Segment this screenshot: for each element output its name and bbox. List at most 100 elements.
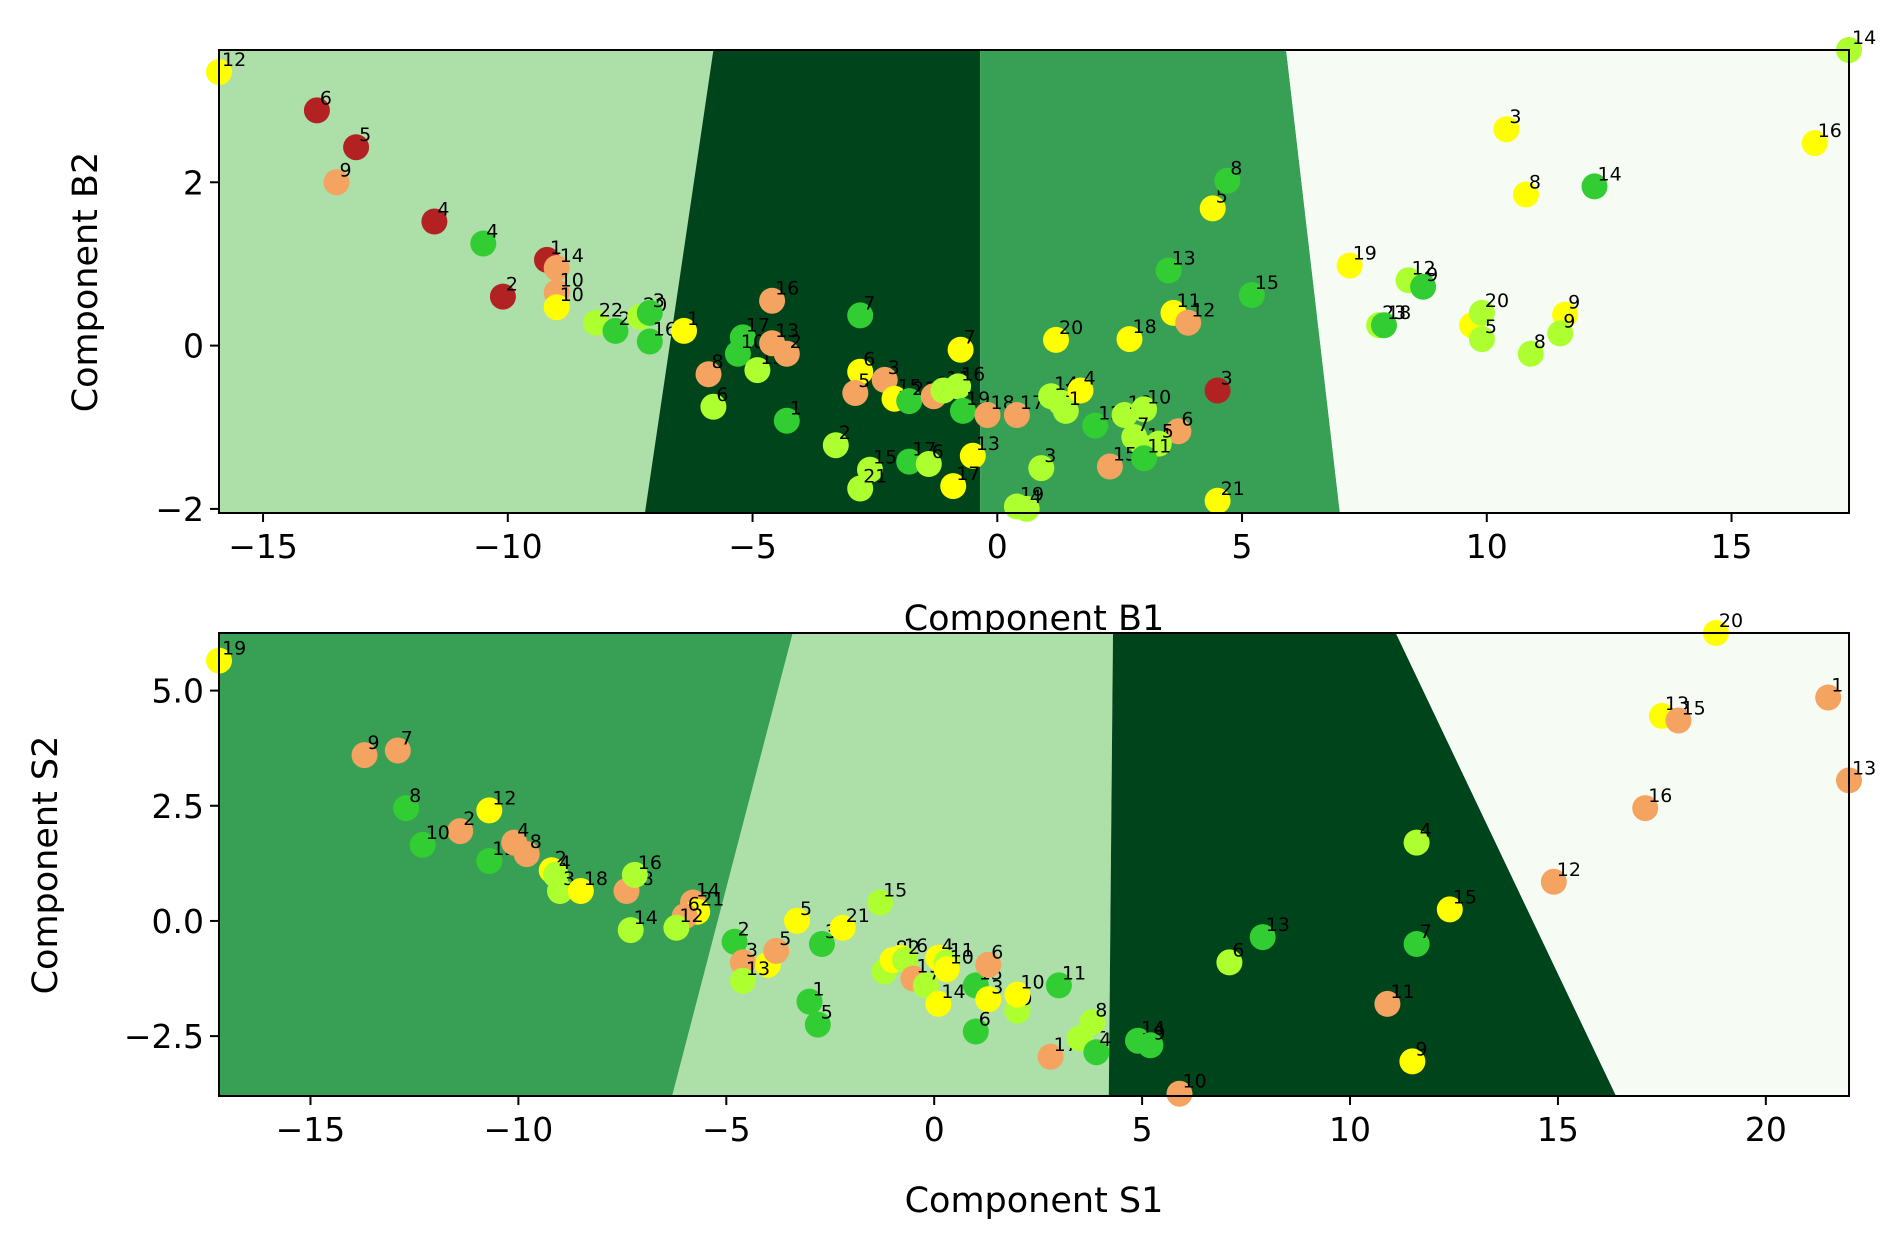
top-point-label-57: 6 (1181, 408, 1193, 430)
top-point-label-11: 22 (599, 300, 623, 322)
top-point-5 (470, 230, 497, 257)
top-point-label-61: 15 (1113, 444, 1137, 466)
bottom-point-label-24: 13 (746, 958, 770, 980)
top-point-48 (915, 451, 942, 477)
bottom-point-label-54: 9 (1153, 1022, 1165, 1044)
bottom-point-label-51: 8 (1095, 999, 1107, 1021)
top-points: 1265944114210102222031618617101316132176… (206, 27, 1876, 522)
top-panel: 1265944114210102222031618617101316132176… (66, 27, 1876, 639)
top-point-label-85: 14 (1598, 163, 1622, 185)
top-point-37 (974, 402, 1001, 428)
top-point-27 (847, 358, 874, 385)
bottom-point-label-29: 1 (813, 979, 825, 1001)
top-point-55 (1111, 402, 1138, 428)
top-point-label-15: 16 (653, 319, 677, 341)
top-point-label-41: 4 (1084, 368, 1096, 390)
bottom-point-label-48: 11 (1062, 962, 1086, 984)
top-point-38 (1003, 402, 1030, 428)
top-point-41 (1067, 377, 1094, 404)
bottom-y-tick-label-1: 0.0 (152, 902, 204, 941)
bottom-x-tick-label-6: 15 (1537, 1110, 1579, 1149)
top-point-16 (671, 317, 697, 344)
bottom-point-label-30: 5 (821, 1002, 833, 1024)
top-point-12 (602, 317, 629, 344)
top-x-tick-label-5: 10 (1466, 527, 1508, 566)
bottom-point-label-31: 15 (883, 880, 907, 902)
bottom-point-label-69: 13 (1852, 757, 1876, 779)
bottom-point-47 (1004, 981, 1031, 1008)
bottom-point-label-67: 20 (1719, 610, 1743, 632)
bottom-point-56 (1216, 949, 1243, 976)
top-point-label-72: 19 (1353, 243, 1377, 265)
bottom-x-tick-label-3: 0 (924, 1110, 945, 1149)
top-point-10 (543, 294, 570, 321)
top-point-56 (1131, 396, 1158, 423)
top-point-label-86: 16 (1818, 120, 1842, 142)
bottom-point-2 (384, 737, 411, 764)
top-point-label-25: 1 (790, 398, 802, 420)
top-x-tick-label-2: −5 (728, 527, 777, 566)
top-point-34 (945, 373, 972, 400)
top-point-label-27: 6 (863, 349, 875, 371)
bottom-point-68 (1815, 684, 1842, 711)
top-point-label-4: 4 (437, 199, 449, 221)
bottom-point-label-63: 12 (1557, 859, 1581, 881)
bottom-x-tick-label-5: 10 (1329, 1110, 1371, 1149)
top-point-86 (1801, 130, 1828, 157)
bottom-point-label-22: 3 (746, 939, 758, 961)
bottom-point-label-66: 15 (1682, 698, 1706, 720)
bottom-point-29 (796, 988, 823, 1015)
top-point-label-26: 7 (863, 292, 875, 314)
bottom-point-label-17: 14 (696, 880, 720, 902)
top-point-label-43: 20 (1059, 317, 1083, 339)
top-point-54 (1082, 412, 1109, 439)
top-point-22 (759, 287, 786, 314)
top-point-36 (950, 397, 976, 424)
bottom-y-tick-label-2: 2.5 (152, 787, 204, 826)
bottom-point-54 (1137, 1032, 1164, 1059)
top-point-label-44: 2 (839, 422, 851, 444)
top-point-25 (773, 407, 800, 434)
bottom-point-4 (447, 818, 474, 845)
top-point-label-62: 11 (1147, 435, 1171, 457)
top-point-11 (582, 309, 609, 336)
top-x-ticks: −15 −10 −5 0 5 10 15 (228, 513, 1753, 566)
top-point-label-8: 2 (506, 274, 518, 296)
bottom-point-12 (547, 878, 573, 904)
bottom-y-axis-label: Component S2 (26, 736, 66, 995)
bottom-point-label-47: 10 (1020, 972, 1044, 994)
bottom-point-label-39: 11 (950, 939, 974, 961)
top-point-label-48: 6 (932, 441, 944, 463)
top-point-label-83: 9 (1568, 292, 1580, 314)
top-point-46 (847, 475, 874, 502)
bottom-point-25 (763, 937, 790, 964)
bottom-point-49 (1037, 1043, 1064, 1070)
top-point-label-75: 12 (1412, 257, 1436, 279)
bottom-point-label-35: 2 (908, 937, 920, 959)
bottom-point-41 (925, 990, 952, 1017)
top-point-label-46: 21 (863, 466, 887, 488)
top-point-label-58: 7 (1137, 414, 1149, 436)
top-point-76 (1410, 273, 1437, 300)
bottom-y-tick-label-3: 5.0 (152, 672, 204, 711)
top-point-4 (421, 208, 448, 235)
top-regions (219, 50, 1849, 513)
bottom-point-45 (962, 1018, 989, 1045)
top-point-label-78: 20 (1485, 290, 1509, 312)
top-x-tick-label-4: 5 (1232, 527, 1253, 566)
bottom-point-label-68: 1 (1831, 675, 1843, 697)
top-point-84 (1547, 320, 1574, 347)
top-point-81 (1512, 181, 1539, 208)
top-point-label-38: 17 (1020, 392, 1044, 414)
top-point-21 (744, 357, 771, 384)
top-point-53 (1013, 495, 1040, 522)
top-point-1 (303, 97, 330, 124)
top-point-label-53: 4 (1030, 486, 1042, 508)
bottom-point-30 (804, 1011, 831, 1038)
top-point-label-67: 3 (1221, 368, 1233, 390)
top-point-label-29: 3 (888, 357, 900, 379)
bottom-point-21 (721, 928, 748, 955)
top-point-label-81: 8 (1529, 172, 1541, 194)
bottom-y-tick-label-0: −2.5 (124, 1017, 204, 1056)
top-point-20 (724, 340, 751, 367)
